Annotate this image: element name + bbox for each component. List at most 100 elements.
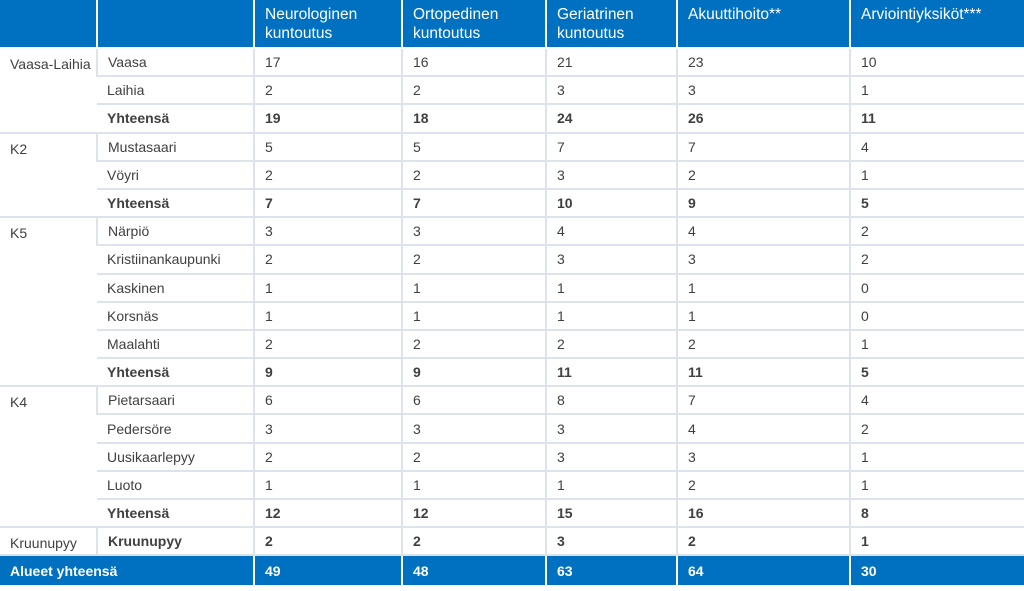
value-cell: 2 xyxy=(676,160,850,190)
value-cell: 1 xyxy=(545,301,677,331)
value-cell: 1 xyxy=(849,470,1024,501)
value-cell: 3 xyxy=(253,217,402,247)
value-cell: 21 xyxy=(545,48,677,78)
subtotal-label: Yhteensä xyxy=(97,499,254,529)
value-cell: 16 xyxy=(401,48,546,78)
table-row: Korsnäs 1 1 1 1 0 xyxy=(0,301,1024,331)
subtotal-cell: 11 xyxy=(849,104,1024,134)
table-row: K5 Närpiö 3 3 4 4 2 xyxy=(0,217,1024,388)
subtotal-cell: 7 xyxy=(253,188,402,219)
area-cell: K4 xyxy=(0,386,97,529)
value-cell: 17 xyxy=(253,48,402,78)
value-cell: 4 xyxy=(676,217,850,247)
table-row: Laihia 2 2 3 3 1 xyxy=(0,76,1024,106)
value-cell: 6 xyxy=(253,386,402,416)
value-cell: 1 xyxy=(545,470,677,501)
value-cell: 2 xyxy=(253,329,402,360)
table-row: Kaskinen 1 1 1 1 0 xyxy=(0,273,1024,303)
grand-total-cell: 48 xyxy=(401,555,546,586)
municipality-cell: Laihia xyxy=(97,76,254,106)
value-cell: 2 xyxy=(676,470,850,501)
subtotal-cell: 8 xyxy=(849,499,1024,529)
value-cell: 2 xyxy=(401,245,546,275)
value-cell: 2 xyxy=(849,414,1024,444)
subtotal-cell: 12 xyxy=(253,499,402,529)
value-cell: 3 xyxy=(401,217,546,247)
subtotal-row: Yhteensä 19 18 24 26 11 xyxy=(0,104,1024,134)
value-cell: 1 xyxy=(849,442,1024,472)
municipality-cell: Kruunupyy xyxy=(96,527,254,557)
value-cell: 2 xyxy=(849,217,1024,247)
value-cell: 1 xyxy=(676,301,850,331)
municipality-cell: Närpiö xyxy=(96,217,254,247)
subtotal-cell: 5 xyxy=(849,188,1024,219)
value-cell: 2 xyxy=(401,442,546,472)
value-cell: 1 xyxy=(401,273,546,303)
subtotal-cell: 10 xyxy=(545,188,677,219)
value-cell: 1 xyxy=(849,76,1024,106)
table-row: K4 Pietarsaari 6 6 8 7 4 xyxy=(0,386,1024,529)
value-cell: 3 xyxy=(676,245,850,275)
value-cell: 1 xyxy=(253,470,402,501)
table-row: Kristiinankaupunki 2 2 3 3 2 xyxy=(0,245,1024,275)
table-row: Uusikaarlepyy 2 2 3 3 1 xyxy=(0,442,1024,472)
value-cell: 1 xyxy=(253,301,402,331)
value-cell: 1 xyxy=(676,273,850,303)
municipality-cell: Pedersöre xyxy=(97,414,254,444)
table-row: Pedersöre 3 3 3 4 2 xyxy=(0,414,1024,444)
municipality-cell: Uusikaarlepyy xyxy=(97,442,254,472)
subtotal-cell: 24 xyxy=(545,104,677,134)
municipality-cell: Korsnäs xyxy=(97,301,254,331)
value-cell: 7 xyxy=(676,132,850,162)
value-cell: 2 xyxy=(676,527,850,557)
value-cell: 1 xyxy=(849,329,1024,360)
value-cell: 1 xyxy=(401,470,546,501)
value-cell: 3 xyxy=(545,160,677,190)
value-cell: 2 xyxy=(253,442,402,472)
value-cell: 3 xyxy=(676,442,850,472)
subtotal-cell: 9 xyxy=(253,358,402,388)
table-row: K2 Mustasaari 5 5 7 7 4 xyxy=(0,132,1024,219)
header-row: Neurologinen kuntoutus Ortopedinen kunto… xyxy=(0,0,1024,49)
area-cell: Vaasa-Laihia xyxy=(0,48,97,134)
subtotal-cell: 11 xyxy=(545,358,677,388)
value-cell: 4 xyxy=(849,132,1024,162)
subtotal-label: Yhteensä xyxy=(97,358,254,388)
subtotal-cell: 18 xyxy=(401,104,546,134)
value-cell: 5 xyxy=(401,132,546,162)
value-cell: 4 xyxy=(676,414,850,444)
subtotal-cell: 11 xyxy=(676,358,850,388)
value-cell: 7 xyxy=(545,132,677,162)
subtotal-label: Yhteensä xyxy=(97,188,254,219)
value-cell: 2 xyxy=(253,527,402,557)
subtotal-cell: 26 xyxy=(676,104,850,134)
subtotal-cell: 5 xyxy=(849,358,1024,388)
header-geriatrinen: Geriatrinen kuntoutus xyxy=(545,0,677,49)
area-cell: K2 xyxy=(0,132,97,219)
value-cell: 2 xyxy=(849,245,1024,275)
value-cell: 2 xyxy=(676,329,850,360)
subtotal-cell: 16 xyxy=(676,499,850,529)
municipality-cell: Luoto xyxy=(97,470,254,501)
value-cell: 23 xyxy=(676,48,850,78)
value-cell: 10 xyxy=(849,48,1024,78)
value-cell: 3 xyxy=(545,442,677,472)
table-row: Kruunupyy Kruunupyy 2 2 3 2 1 xyxy=(0,527,1024,557)
value-cell: 1 xyxy=(849,527,1024,557)
table-row: Maalahti 2 2 2 2 1 xyxy=(0,329,1024,360)
value-cell: 3 xyxy=(545,414,677,444)
value-cell: 1 xyxy=(401,301,546,331)
grand-total-cell: 30 xyxy=(849,555,1024,586)
value-cell: 8 xyxy=(545,386,677,416)
value-cell: 2 xyxy=(401,160,546,190)
municipality-cell: Pietarsaari xyxy=(96,386,254,416)
value-cell: 3 xyxy=(545,76,677,106)
municipality-cell: Vöyri xyxy=(97,160,254,190)
grand-total-row: Alueet yhteensä 49 48 63 64 30 xyxy=(0,555,1024,586)
grand-total-cell: 49 xyxy=(253,555,402,586)
subtotal-cell: 19 xyxy=(253,104,402,134)
table-row: Vaasa-Laihia Vaasa 17 16 21 23 10 xyxy=(0,48,1024,134)
value-cell: 4 xyxy=(849,386,1024,416)
subtotal-cell: 9 xyxy=(676,188,850,219)
